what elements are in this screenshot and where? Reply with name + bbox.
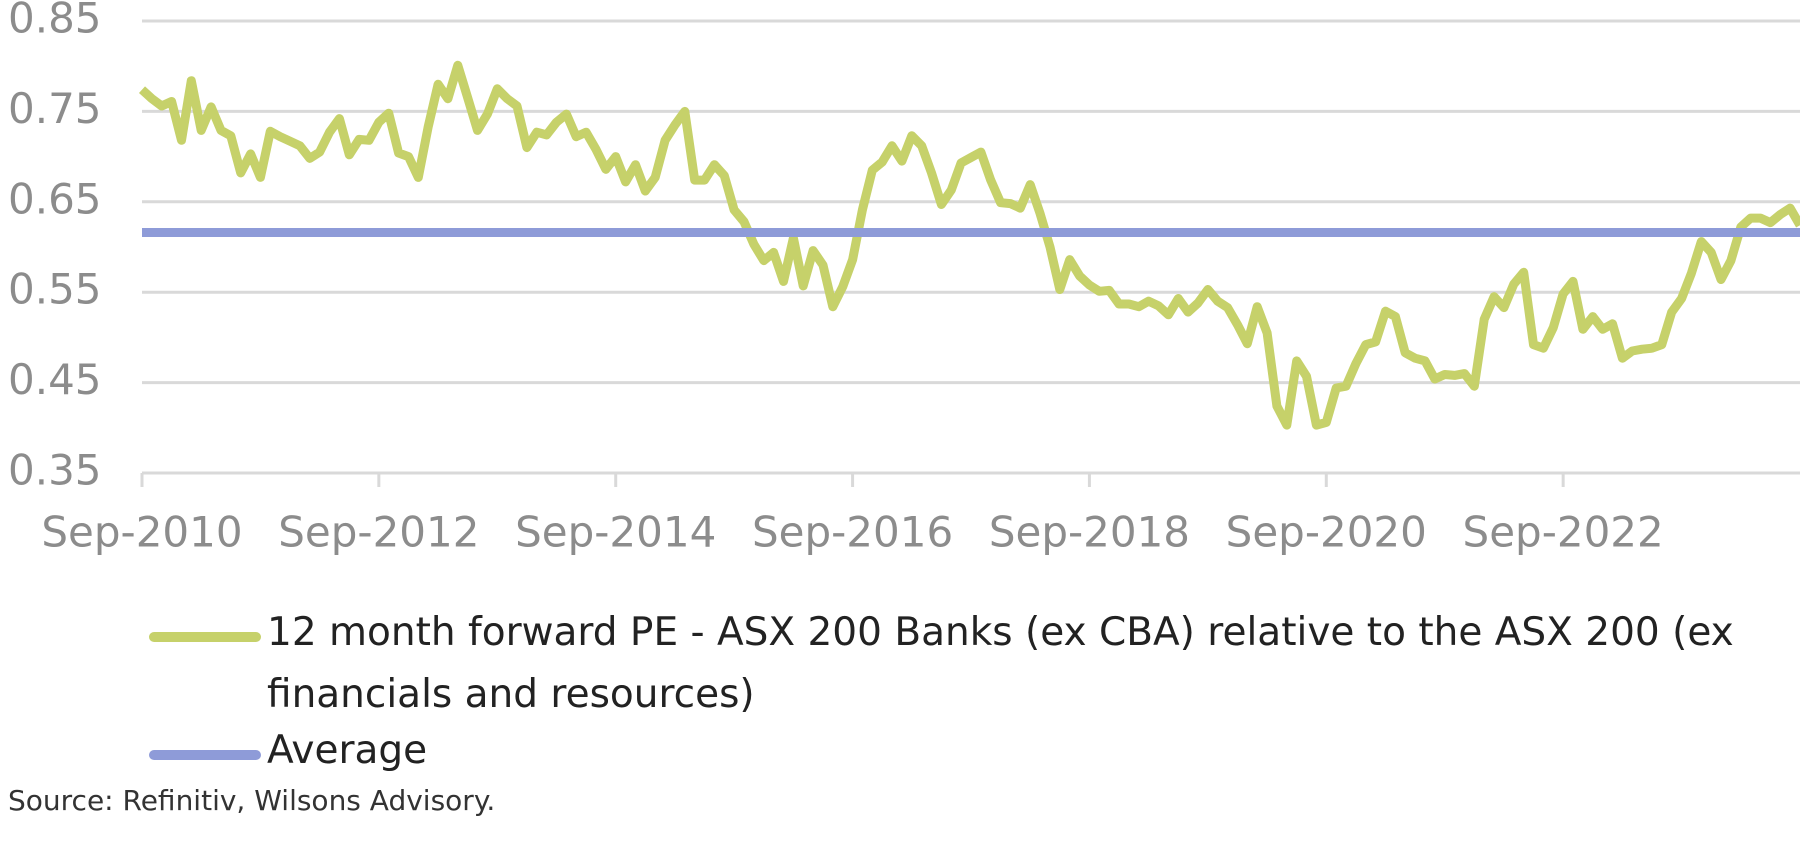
data-line bbox=[138, 60, 1800, 430]
x-tick-label: Sep-2018 bbox=[989, 508, 1190, 557]
source-note: Source: Refinitiv, Wilsons Advisory. bbox=[8, 784, 496, 817]
x-tick-label: Sep-2020 bbox=[1226, 508, 1427, 557]
y-tick-label: 0.65 bbox=[8, 174, 102, 223]
x-tick-label: Sep-2014 bbox=[515, 508, 716, 557]
y-tick-label: 0.85 bbox=[8, 0, 102, 43]
y-tick-label: 0.55 bbox=[8, 265, 102, 314]
legend-label: Average bbox=[267, 728, 428, 773]
x-tick-label: Sep-2016 bbox=[752, 508, 953, 557]
legend-swatch bbox=[149, 750, 261, 760]
legend-entry: 12 month forward PE - ASX 200 Banks (ex … bbox=[149, 610, 1767, 726]
chart: 0.35 0.45 0.55 0.65 0.75 0.85 Sep-2010 Sep-2012… bbox=[8, 0, 1800, 557]
x-tick-label: Sep-2010 bbox=[41, 508, 242, 557]
legend-swatch bbox=[149, 632, 261, 642]
legend-entry: Average bbox=[149, 728, 1767, 782]
x-tick-label: Sep-2022 bbox=[1463, 508, 1664, 557]
legend-label: 12 month forward PE - ASX 200 Banks (ex … bbox=[267, 610, 1734, 717]
y-tick-label: 0.35 bbox=[8, 446, 102, 495]
x-tick-label: Sep-2012 bbox=[278, 508, 479, 557]
y-tick-label: 0.75 bbox=[8, 84, 102, 133]
y-tick-label: 0.45 bbox=[8, 355, 102, 404]
